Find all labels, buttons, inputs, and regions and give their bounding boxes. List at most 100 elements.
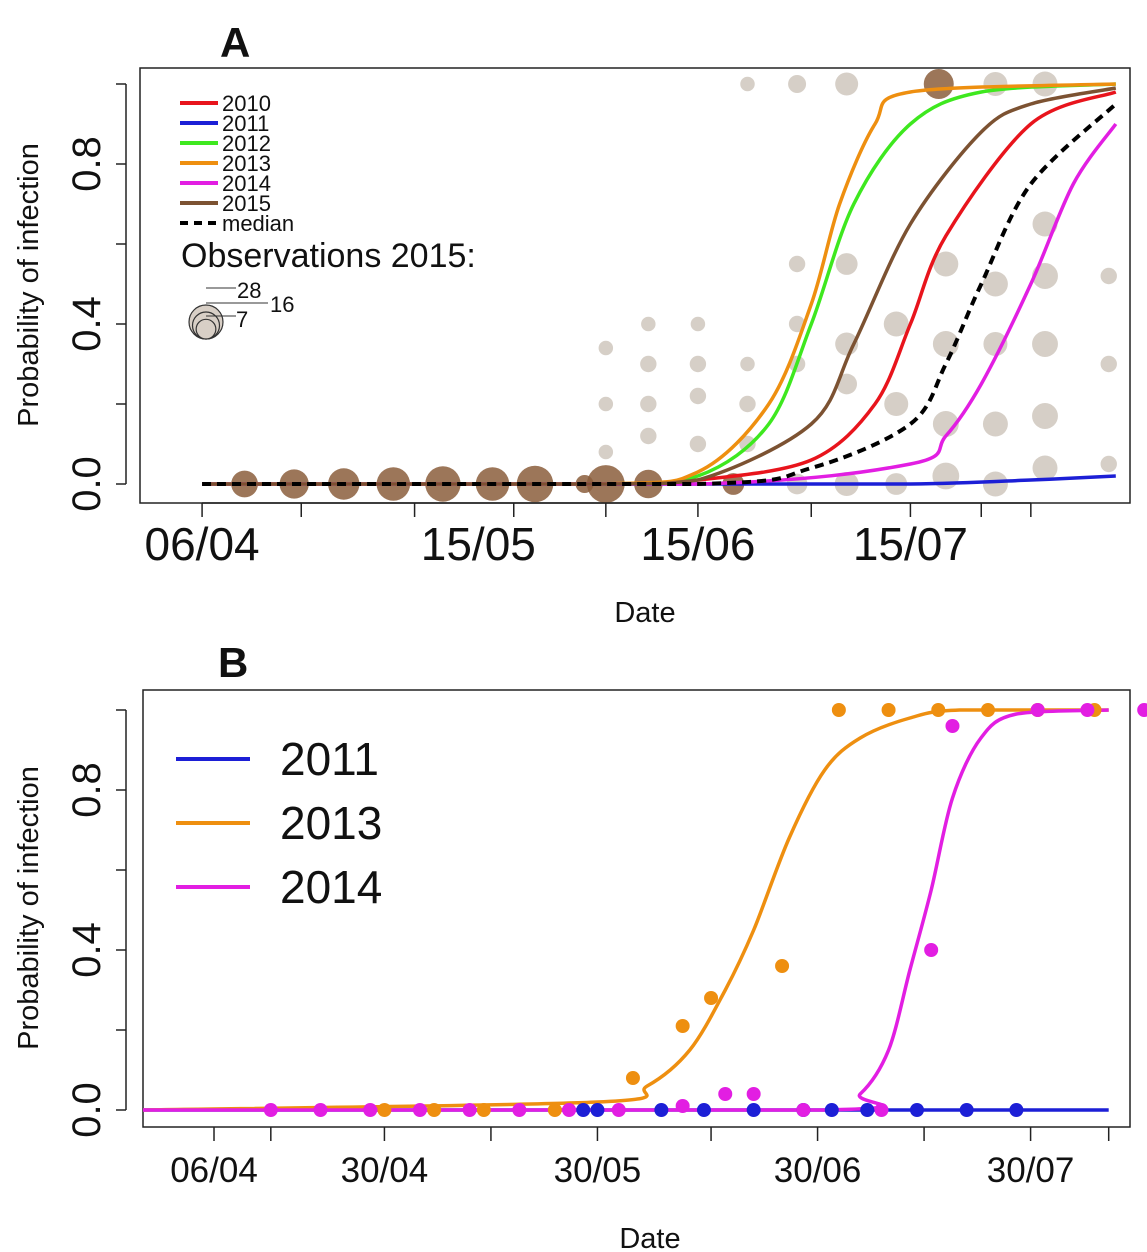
panel-b: B Probability of infection Date 0.00.40.…: [13, 639, 1147, 1252]
observation-point: [689, 435, 707, 453]
legend-label-2013: 2013: [222, 151, 271, 176]
data-point-2014: [363, 1103, 378, 1117]
legend-label-median: median: [222, 211, 294, 236]
x-tick-label: 06/04: [145, 518, 260, 570]
x-tick-label: 30/06: [774, 1151, 862, 1190]
data-point-2011: [576, 1103, 591, 1117]
observation-point: [689, 355, 707, 373]
observation-point: [788, 255, 806, 273]
series-line-2013: [202, 82, 1116, 486]
data-point-2011: [860, 1103, 875, 1117]
y-tick-label: 0.4: [65, 922, 109, 978]
x-tick-label: 30/05: [554, 1151, 642, 1190]
data-point-2011: [824, 1103, 839, 1117]
panel-b-x-axis-label: Date: [619, 1223, 680, 1252]
series-line-2014: [143, 708, 1109, 1112]
observation-point: [835, 72, 859, 96]
observation-point: [640, 427, 657, 445]
x-tick-label: 30/04: [341, 1151, 429, 1190]
bubble-key-label: 7: [236, 307, 248, 332]
panel-a-data: [202, 69, 1118, 503]
series-line-2014: [202, 122, 1118, 486]
legend-label-2010: 2010: [222, 91, 271, 116]
panel-b-legend: 2011 2013 2014: [176, 733, 382, 913]
data-point-2014: [874, 1103, 889, 1117]
data-point-2013: [931, 703, 946, 717]
observation-point: [641, 316, 656, 332]
legend-label-2011: 2011: [222, 111, 269, 136]
data-point-2013: [831, 703, 846, 717]
bubble-key-circle: [195, 318, 217, 340]
data-point-2014: [1030, 703, 1045, 717]
data-point-2011: [959, 1103, 974, 1117]
observation-point: [836, 373, 858, 395]
data-point-2014: [1080, 703, 1095, 717]
data-point-2013: [476, 1103, 491, 1117]
observation-point: [640, 395, 657, 413]
observation-point: [598, 340, 614, 356]
legend-label-2012: 2012: [222, 131, 271, 156]
observation-point: [739, 395, 756, 413]
observation-point: [983, 332, 1008, 356]
data-point-2014: [675, 1099, 690, 1113]
observation-point: [835, 253, 858, 275]
data-point-2014: [1137, 703, 1147, 717]
x-tick-label: 15/05: [421, 518, 536, 570]
observation-point: [739, 435, 756, 453]
data-point-2014: [746, 1087, 761, 1101]
observation-point: [689, 387, 707, 405]
bubble-key-label: 16: [270, 292, 294, 317]
panel-b-axes: 0.0 0.4 0.8 06/04 30/04 30/05 30/06 30/07: [65, 709, 1110, 1190]
observation-point: [740, 356, 755, 372]
legend-label-2011: 2011: [280, 733, 379, 785]
observation-point: [740, 76, 755, 92]
panel-a: A Probability of infection Date 0.00.40.…: [13, 19, 1131, 629]
panel-a-axes: 0.0 0.4 0.8 06/04 15/05 15/06 15/07: [65, 83, 1032, 570]
data-point-2014: [412, 1103, 427, 1117]
series-line-median: [202, 102, 1118, 487]
observation-point: [932, 331, 959, 357]
panel-b-data: [142, 703, 1147, 1117]
observation-point: [640, 355, 657, 373]
observation-point: [1100, 267, 1117, 285]
x-tick-label: 30/07: [987, 1151, 1075, 1190]
data-point-2013: [625, 1071, 640, 1085]
series-line-2015: [202, 86, 1117, 486]
panel-b-plot-frame: [142, 689, 1131, 1128]
data-point-2013: [377, 1103, 392, 1117]
data-point-2013: [704, 991, 719, 1005]
observation-point: [1032, 455, 1058, 481]
panel-b-letter: B: [218, 639, 248, 686]
legend-label-2013: 2013: [280, 797, 382, 849]
observation-point: [598, 444, 614, 460]
observation-point: [1100, 455, 1117, 473]
data-point-2014: [718, 1087, 733, 1101]
observation-2015-point: [923, 69, 954, 99]
observation-point: [690, 316, 706, 332]
observation-point: [1100, 355, 1117, 373]
x-tick-label: 15/06: [640, 518, 755, 570]
observation-point: [932, 462, 960, 490]
observations-title: Observations 2015:: [181, 237, 476, 275]
observation-point: [788, 75, 807, 93]
series-line-2013: [142, 708, 1109, 1112]
data-point-2014: [945, 719, 960, 733]
observation-point: [933, 251, 959, 277]
observation-point: [982, 271, 1008, 297]
data-point-2014: [263, 1103, 278, 1117]
panel-a-x-axis-label: Date: [614, 597, 675, 629]
observation-point: [982, 471, 1008, 497]
observation-point: [883, 311, 909, 337]
panel-a-y-axis-label: Probability of infection: [13, 143, 45, 427]
data-point-2014: [462, 1103, 477, 1117]
y-tick-label: 0.8: [65, 136, 109, 192]
panel-a-letter: A: [220, 19, 250, 66]
data-point-2014: [611, 1103, 626, 1117]
observation-point: [1032, 403, 1058, 429]
observation-point: [598, 396, 614, 412]
data-point-2013: [675, 1019, 690, 1033]
data-point-2014: [562, 1103, 577, 1117]
panel-b-y-axis-label: Probability of infection: [13, 766, 45, 1050]
data-point-2013: [547, 1103, 562, 1117]
legend-label-2014: 2014: [280, 861, 382, 913]
